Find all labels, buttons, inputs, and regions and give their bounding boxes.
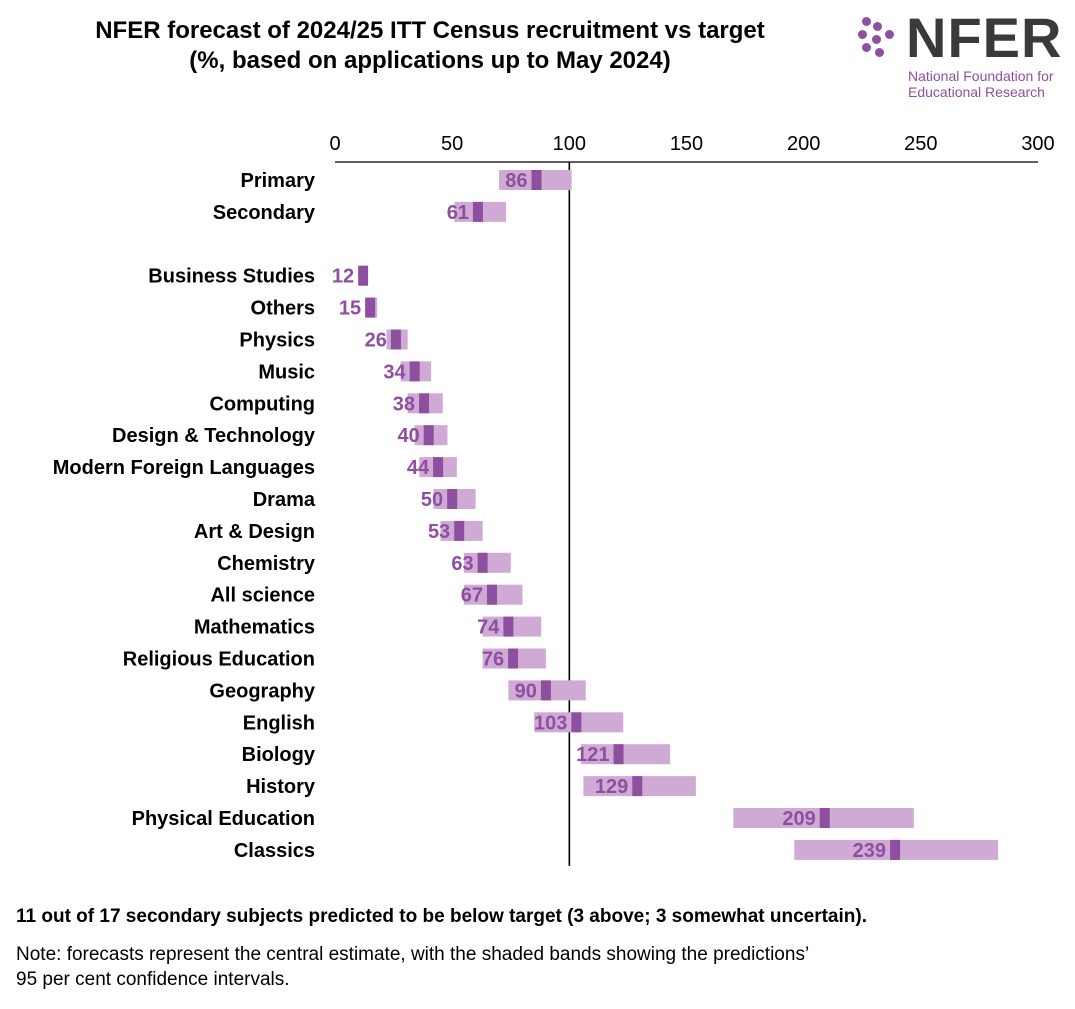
data-label: 74: [477, 617, 500, 639]
category-label: History: [246, 776, 316, 798]
note-line1: Note: forecasts represent the central es…: [16, 944, 810, 965]
x-tick-label: 250: [904, 133, 937, 155]
category-label: Business Studies: [148, 266, 315, 288]
category-label: Music: [258, 361, 315, 383]
category-label: Others: [251, 298, 315, 320]
data-label: 15: [339, 298, 361, 320]
data-label: 44: [407, 457, 430, 479]
summary-text: 11 out of 17 secondary subjects predicte…: [16, 906, 867, 927]
category-label: All science: [210, 585, 315, 607]
category-label: Biology: [242, 744, 316, 766]
central-estimate-marker: [503, 616, 514, 637]
category-label: Geography: [209, 680, 315, 702]
central-estimate-marker: [472, 201, 483, 222]
x-tick-label: 50: [441, 133, 463, 155]
central-estimate-marker: [540, 680, 551, 701]
data-label: 38: [393, 393, 415, 415]
x-tick-label: 0: [329, 133, 340, 155]
central-estimate-marker: [477, 552, 488, 573]
chart-title-line2: (%, based on applications up to May 2024…: [189, 47, 671, 74]
central-estimate-marker: [508, 648, 519, 669]
note-text: Note: forecasts represent the central es…: [16, 942, 1006, 992]
category-label: Classics: [234, 840, 315, 862]
central-estimate-marker: [632, 776, 643, 797]
central-estimate-marker: [819, 808, 830, 828]
note-line2: 95 per cent confidence intervals.: [16, 969, 290, 990]
logo-subtitle: National Foundation for Educational Rese…: [908, 68, 1054, 100]
chart-title-line1: NFER forecast of 2024/25 ITT Census recr…: [95, 17, 765, 44]
x-tick-label: 300: [1021, 133, 1054, 155]
data-label: 67: [461, 585, 483, 607]
central-estimate-marker: [531, 170, 542, 190]
central-estimate-marker: [390, 329, 401, 350]
category-label: Religious Education: [123, 649, 315, 671]
data-label: 129: [595, 776, 628, 798]
central-estimate-marker: [571, 712, 582, 733]
central-estimate-marker: [358, 265, 369, 286]
central-estimate-marker: [365, 297, 376, 318]
category-label: Art & Design: [194, 521, 315, 543]
category-label: Chemistry: [217, 553, 316, 575]
nfer-logo: NFER National Foundation for Educational…: [858, 8, 1070, 104]
confidence-band: [581, 744, 671, 765]
data-label: 40: [397, 425, 419, 447]
category-label: Mathematics: [194, 617, 315, 639]
central-estimate-marker: [890, 839, 901, 860]
central-estimate-marker: [423, 425, 434, 446]
logo-subtitle-line1: National Foundation for: [908, 68, 1054, 84]
category-label: Modern Foreign Languages: [53, 457, 315, 479]
central-estimate-marker: [409, 361, 420, 382]
data-label: 239: [853, 840, 886, 862]
central-estimate-marker: [487, 584, 498, 605]
data-label: 34: [383, 361, 406, 383]
data-label: 209: [782, 808, 815, 830]
data-label: 63: [451, 553, 473, 575]
central-estimate-marker: [613, 744, 624, 765]
central-estimate-marker: [447, 489, 458, 509]
central-estimate-marker: [454, 520, 465, 541]
data-label: 50: [421, 489, 443, 511]
data-label: 53: [428, 521, 450, 543]
forecast-chart: 0 50 100 150 200 250 300 Primary 86 Secondary 61 Bu…: [53, 133, 1055, 866]
chart-title: NFER forecast of 2024/25 ITT Census recr…: [20, 16, 840, 76]
category-label: Primary: [241, 170, 316, 192]
data-label: 86: [505, 170, 527, 192]
x-tick-label: 100: [553, 133, 586, 155]
data-label: 103: [534, 712, 567, 734]
category-label: Computing: [209, 393, 315, 415]
category-label: Secondary: [213, 202, 316, 224]
data-label: 12: [332, 266, 354, 288]
x-tick-label: 200: [787, 133, 820, 155]
category-label: Drama: [253, 489, 316, 511]
data-label: 76: [482, 649, 504, 671]
category-label: Physics: [239, 330, 315, 352]
central-estimate-marker: [419, 393, 430, 414]
data-label: 90: [515, 680, 537, 702]
category-label: English: [243, 712, 315, 734]
x-tick-label: 150: [670, 133, 703, 155]
data-label: 121: [576, 744, 609, 766]
data-label: 26: [365, 330, 387, 352]
central-estimate-marker: [433, 457, 444, 478]
logo-subtitle-line2: Educational Research: [908, 84, 1045, 100]
logo-wordmark: NFER: [906, 6, 1063, 69]
category-label: Design & Technology: [112, 425, 316, 447]
category-label: Physical Education: [132, 808, 315, 830]
data-label: 61: [447, 202, 469, 224]
